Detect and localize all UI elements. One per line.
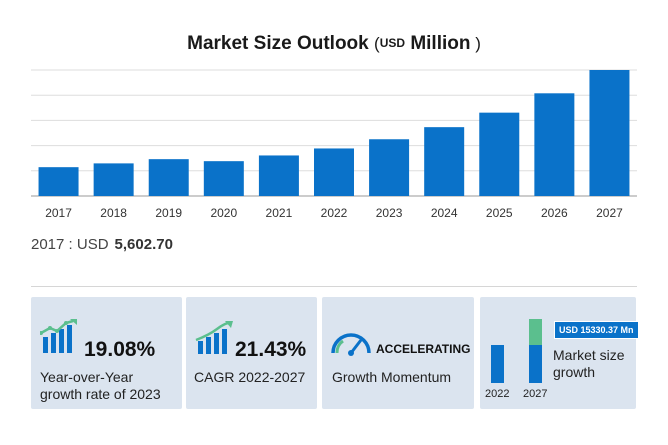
bar-2017 xyxy=(38,167,79,196)
x-tick-2021: 2021 xyxy=(266,206,293,220)
bar-chart: 2017 2018 2019 2020 2021 2022 2023 2024 2025 2026… xyxy=(31,69,637,220)
title-unit: USD xyxy=(379,36,406,50)
yoy-caption-line1: Year-over-Year xyxy=(40,369,134,385)
yoy-caption-line2: growth rate of 2023 xyxy=(40,386,161,402)
growth-momentum-card: ACCELERATING Growth Momentum xyxy=(322,297,474,409)
mini-year-start: 2022 xyxy=(485,388,510,400)
x-tick-2020: 2020 xyxy=(210,206,237,220)
bar-2020 xyxy=(203,161,244,196)
base-value-label: 2017 : USD xyxy=(31,236,109,253)
cagr-card: 21.43% CAGR 2022-2027 xyxy=(186,297,317,409)
bar-2021 xyxy=(258,155,299,196)
size-caption-line2: growth xyxy=(553,364,596,380)
mini-bar-2027-growth xyxy=(529,319,542,345)
title-text: Market Size Outlook xyxy=(187,33,369,54)
bar-2022 xyxy=(314,148,354,196)
base-year-value: 2017 : USD 5,602.70 xyxy=(31,236,173,253)
bar-2018 xyxy=(93,163,134,196)
x-tick-2025: 2025 xyxy=(486,206,513,220)
yoy-value: 19.08% xyxy=(84,338,156,361)
chart-x-tick-labels: 2017 2018 2019 2020 2021 2022 2023 2024 2025 2026… xyxy=(45,206,623,220)
title-paren-close: ) xyxy=(470,34,481,53)
bar-2025 xyxy=(479,112,520,196)
bar-2019 xyxy=(148,159,189,196)
market-size-badge: USD 15330.37 Mn xyxy=(554,321,639,339)
bar-2026 xyxy=(534,93,575,196)
mini-bar-2027-base xyxy=(529,345,542,383)
size-caption-line1: Market size xyxy=(553,347,625,363)
x-tick-2024: 2024 xyxy=(431,206,458,220)
bar-2027 xyxy=(589,70,630,196)
bar-2024 xyxy=(424,127,465,196)
x-tick-2027: 2027 xyxy=(596,206,623,220)
mini-bar-2022 xyxy=(491,345,504,383)
mini-bar-chart xyxy=(491,319,542,383)
bar-growth-icon xyxy=(40,319,77,353)
cagr-caption: CAGR 2022-2027 xyxy=(194,369,306,385)
chart-title: Market Size Outlook (USD Million ) xyxy=(0,33,668,55)
momentum-status: ACCELERATING xyxy=(376,342,471,356)
x-tick-2018: 2018 xyxy=(100,206,127,220)
chart-bars xyxy=(38,70,630,196)
bar-trend-icon xyxy=(195,321,233,354)
x-tick-2023: 2023 xyxy=(376,206,403,220)
title-paren-open: ( xyxy=(374,34,380,53)
momentum-caption: Growth Momentum xyxy=(332,369,452,385)
x-tick-2022: 2022 xyxy=(321,206,348,220)
mini-year-end: 2027 xyxy=(523,388,548,400)
bar-2023 xyxy=(369,139,410,196)
yoy-growth-card: 19.08% Year-over-Year growth rate of 202… xyxy=(31,297,182,409)
title-scale: Million xyxy=(410,33,471,54)
x-tick-2017: 2017 xyxy=(45,206,72,220)
section-divider xyxy=(31,286,637,287)
gauge-icon xyxy=(331,333,371,356)
x-tick-2026: 2026 xyxy=(541,206,568,220)
base-value-number: 5,602.70 xyxy=(114,236,173,253)
cagr-value: 21.43% xyxy=(235,338,307,361)
x-tick-2019: 2019 xyxy=(155,206,182,220)
market-size-growth-card: USD 15330.37 Mn Market size growth 2022 … xyxy=(480,297,639,409)
